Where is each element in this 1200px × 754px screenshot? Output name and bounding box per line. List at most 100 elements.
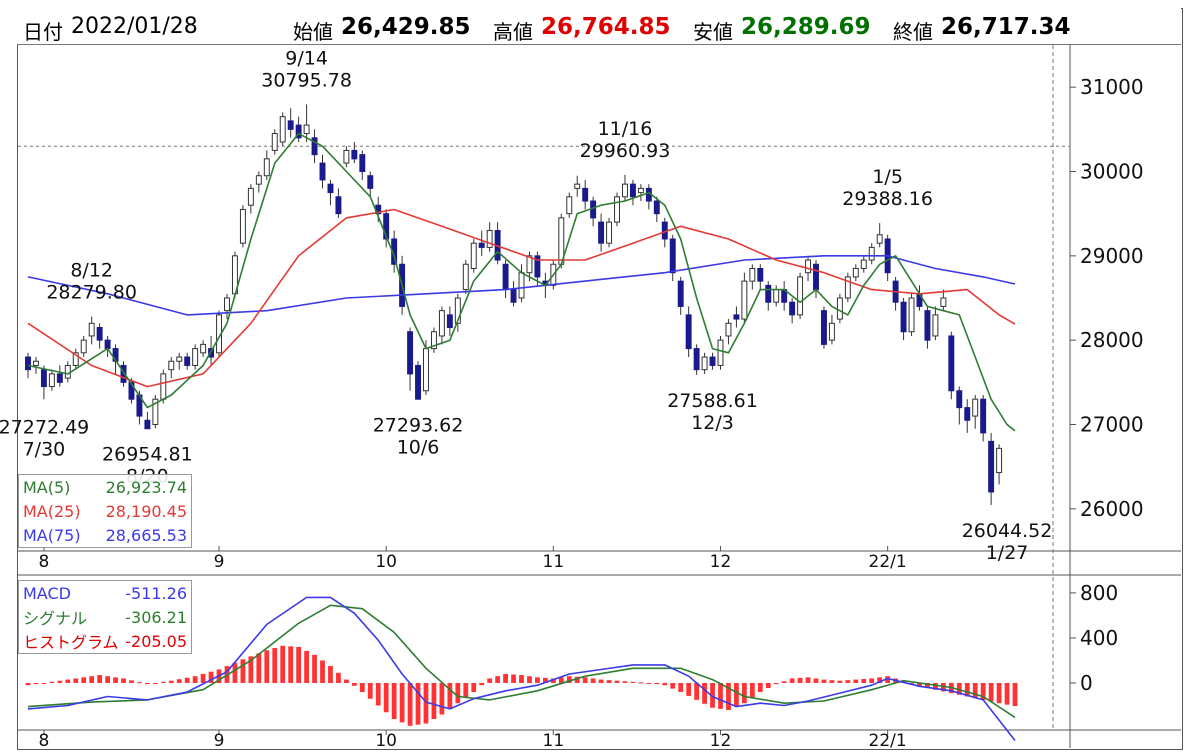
candle-up — [423, 348, 429, 392]
candle-up — [876, 234, 883, 244]
annotation-value-label: 27293.62 — [373, 415, 464, 437]
histogram-bar — [320, 660, 325, 683]
candle-up — [470, 242, 477, 269]
candle-down — [821, 310, 827, 345]
histogram-bar — [590, 678, 596, 683]
candle-down — [383, 213, 390, 240]
histogram-bar — [749, 682, 755, 698]
candle-down — [693, 348, 700, 371]
candle-down — [311, 137, 318, 156]
annotation-value-label: 26044.52 — [962, 520, 1053, 542]
histogram-bar — [1012, 682, 1018, 707]
annotation-date-label: 12/3 — [691, 412, 734, 434]
histogram-bar — [73, 678, 79, 683]
histogram-bar — [726, 682, 731, 710]
price-x-tick-label: 11 — [543, 552, 565, 572]
histogram-bar — [686, 682, 692, 696]
candle-up — [263, 158, 270, 177]
open-label: 始値 — [293, 20, 333, 44]
histogram-bar — [351, 682, 357, 686]
candle-up — [574, 183, 581, 189]
histogram-bar — [511, 674, 516, 683]
candle-up — [526, 255, 533, 274]
price-y-tick-label: 28000 — [1080, 328, 1144, 352]
candle-down — [757, 267, 764, 282]
histogram-bar — [471, 682, 477, 692]
candle-up — [303, 124, 310, 135]
candle-up — [701, 356, 708, 371]
histogram-bar — [829, 680, 835, 683]
candle-up — [852, 267, 859, 278]
annotation-date-label: 8/12 — [70, 260, 113, 282]
histogram-bar — [821, 679, 827, 683]
high-label: 高値 — [493, 20, 533, 44]
histogram-bar — [638, 682, 644, 684]
price-legend: MA(5) 26,923.74 MA(25) 28,190.45 MA(75) 28,… — [18, 474, 192, 548]
candle-down — [415, 364, 421, 400]
histogram-bar — [925, 682, 930, 689]
candle-down — [534, 255, 541, 278]
candle-up — [868, 246, 875, 261]
annotation-value-label: 27588.61 — [667, 390, 758, 412]
candle-down — [956, 390, 963, 409]
histogram-bar — [933, 682, 938, 690]
candle-down — [789, 301, 796, 316]
candle-up — [725, 322, 732, 337]
price-x-tick-label: 10 — [375, 552, 397, 572]
candle-up — [343, 149, 350, 164]
histogram-bar — [336, 672, 341, 683]
candle-up — [88, 322, 95, 337]
histogram-bar — [582, 677, 588, 683]
histogram-bar — [168, 680, 174, 683]
candle-up — [486, 230, 493, 248]
histogram-bar — [853, 679, 859, 683]
macd-x-tick-label: 8 — [39, 731, 50, 751]
candle-up — [224, 297, 230, 312]
annotation-date-label: 9/14 — [285, 47, 328, 69]
histogram-bar — [407, 682, 413, 726]
histogram-bar — [781, 681, 787, 683]
candle-up — [160, 373, 167, 400]
candle-down — [40, 369, 47, 388]
macd-x-tick-label: 10 — [375, 731, 397, 751]
histogram-bar — [956, 682, 962, 695]
histogram-bar — [630, 681, 636, 683]
histogram-bar — [256, 653, 262, 683]
candle-down — [988, 440, 995, 493]
histogram-bar — [550, 678, 556, 683]
price-y-tick-label: 30000 — [1080, 160, 1144, 184]
histogram-bar — [41, 682, 47, 684]
histogram-bar — [375, 682, 381, 706]
candle-up — [72, 352, 79, 366]
chart-frame — [17, 8, 1183, 750]
histogram-bar — [670, 682, 676, 689]
histogram-bar — [328, 666, 333, 683]
histogram-bar — [192, 676, 198, 683]
candle-down — [335, 196, 342, 215]
histogram-bar — [415, 682, 421, 725]
histogram-bar — [439, 682, 445, 715]
histogram-bar — [622, 681, 628, 683]
histogram-bar — [129, 680, 134, 683]
candle-up — [80, 339, 87, 354]
price-x-tick-label: 8 — [39, 552, 50, 572]
histogram-bar — [773, 682, 779, 685]
legend-histogram-value: -205.05 — [125, 631, 187, 651]
legend-histogram-name: ヒストグラム — [23, 633, 119, 652]
candle-up — [271, 133, 278, 151]
histogram-bar — [105, 676, 110, 683]
price-y-tick-label: 31000 — [1080, 75, 1144, 99]
histogram-bar — [113, 677, 118, 683]
low-value: 26,289.69 — [741, 14, 871, 40]
histogram-bar — [57, 680, 63, 683]
candle-down — [685, 314, 692, 350]
histogram-bar — [137, 682, 142, 684]
candle-up — [797, 276, 804, 316]
histogram-bar — [503, 673, 508, 683]
histogram-bar — [1004, 682, 1010, 705]
histogram-bar — [702, 682, 707, 704]
macd-line — [27, 596, 1016, 741]
candle-down — [948, 335, 955, 392]
candle-up — [152, 398, 159, 426]
histogram-bar — [646, 682, 652, 684]
